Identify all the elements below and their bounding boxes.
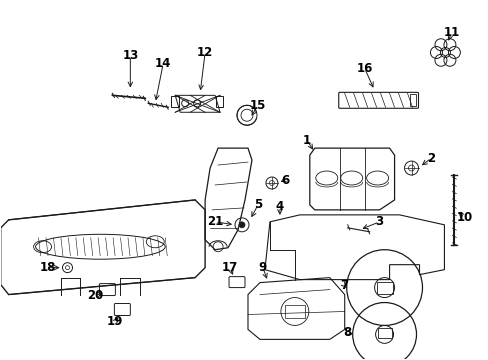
Text: 16: 16	[356, 62, 372, 75]
Text: 14: 14	[155, 57, 171, 70]
Text: 2: 2	[427, 152, 435, 165]
Text: 12: 12	[197, 46, 213, 59]
Text: 13: 13	[122, 49, 138, 62]
Text: 11: 11	[443, 26, 459, 39]
Text: 19: 19	[107, 315, 123, 328]
Text: 8: 8	[343, 326, 351, 339]
Text: 1: 1	[302, 134, 310, 147]
Text: 21: 21	[206, 215, 223, 228]
Text: 7: 7	[340, 279, 348, 292]
Text: 5: 5	[253, 198, 262, 211]
Bar	[216, 96, 223, 107]
Text: 4: 4	[275, 201, 284, 213]
Text: 9: 9	[258, 261, 266, 274]
Text: 3: 3	[375, 215, 383, 228]
Bar	[171, 96, 179, 107]
Bar	[408, 94, 415, 106]
Text: 15: 15	[249, 99, 265, 112]
Bar	[285, 305, 304, 319]
Text: 18: 18	[40, 261, 56, 274]
Circle shape	[239, 222, 244, 228]
Bar	[376, 282, 392, 293]
Text: 20: 20	[87, 289, 103, 302]
Text: 10: 10	[455, 211, 471, 224]
Text: 6: 6	[280, 174, 288, 186]
Bar	[377, 328, 391, 338]
Text: 17: 17	[222, 261, 238, 274]
